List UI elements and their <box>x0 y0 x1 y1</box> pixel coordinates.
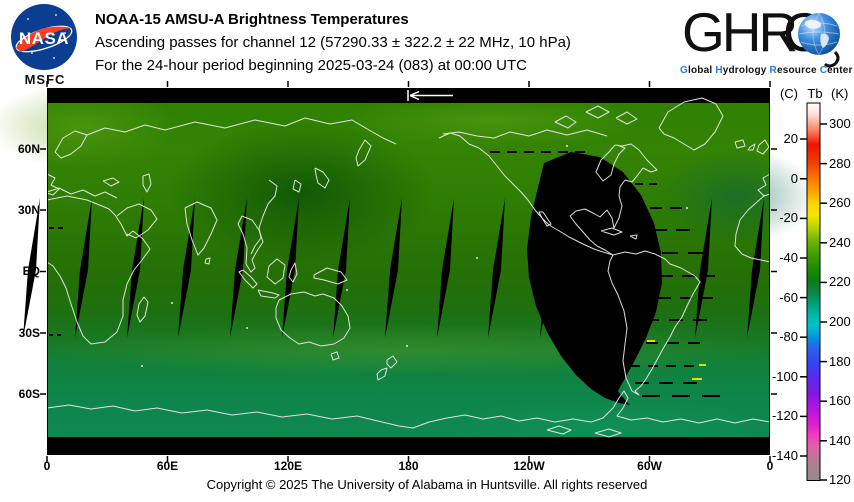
lat-label: 60S <box>18 387 40 401</box>
ghrc-globe-icon <box>798 12 840 68</box>
noise-specks <box>141 145 688 367</box>
colorbar-kelvin-header: (K) <box>831 86 849 101</box>
kelvin-tick-label: 180 <box>829 354 851 369</box>
title-block: NOAA-15 AMSU-A Brightness Temperatures A… <box>95 8 695 77</box>
celsius-tick-label: -40 <box>779 250 798 265</box>
map-frame <box>47 88 770 455</box>
kelvin-tick-label: 240 <box>829 235 851 250</box>
tagline-part: ydrology <box>722 65 770 76</box>
copyright-line: Copyright © 2025 The University of Alaba… <box>206 477 648 492</box>
lon-label: 120W <box>513 459 545 473</box>
start-longitude-arrow-icon <box>407 90 453 101</box>
axis-ticks <box>40 81 777 462</box>
lon-label: 120E <box>273 459 303 473</box>
tagline-part: esource <box>776 65 820 76</box>
tagline-part: G <box>680 65 688 76</box>
missing-swath <box>527 152 662 405</box>
celsius-tick-label: -120 <box>771 408 798 423</box>
kelvin-tick-label: 140 <box>829 433 851 448</box>
page-title: NOAA-15 AMSU-A Brightness Temperatures <box>95 11 409 28</box>
lat-label: 30S <box>18 326 40 340</box>
kelvin-tick-label: 200 <box>829 314 851 329</box>
lon-label: 60W <box>637 459 662 473</box>
lon-label: 0 <box>766 459 774 473</box>
temperature-field <box>0 84 817 452</box>
lon-label: 180 <box>398 459 419 473</box>
kelvin-tick-label: 220 <box>829 274 851 289</box>
tagline-part: R <box>769 65 777 76</box>
map-plot <box>0 81 817 462</box>
colorbar-celsius-header: (C) <box>779 86 798 101</box>
south-polar-gap <box>47 437 770 455</box>
kelvin-tick-label: 120 <box>829 472 851 487</box>
colorbar-ticks <box>800 123 827 481</box>
ghrc-tagline: Global Hydrology Resource Center <box>680 65 854 76</box>
colorbar-gradient <box>806 102 821 481</box>
dropout-dashes <box>49 151 720 397</box>
celsius-tick-label: 20 <box>783 131 798 146</box>
colorbar-tb-header: Tb <box>807 86 823 101</box>
coastlines <box>46 97 771 438</box>
nasa-meatball-icon: NASA <box>11 4 77 70</box>
colorbar <box>800 102 827 481</box>
celsius-tick-label: -80 <box>779 329 798 344</box>
lon-label: 0 <box>43 459 51 473</box>
tagline-part: enter <box>827 65 853 76</box>
msfc-label: MSFC <box>24 72 66 87</box>
nasa-logo-text: NASA <box>19 29 69 48</box>
celsius-tick-label: -60 <box>779 290 798 305</box>
lat-label: EQ <box>22 264 40 278</box>
brightness-temperature-map <box>0 81 817 462</box>
nasa-logo: NASA <box>10 3 80 76</box>
page-subtitle: Ascending passes for channel 12 (57290.3… <box>95 34 571 51</box>
kelvin-tick-label: 160 <box>829 393 851 408</box>
celsius-tick-label: -100 <box>771 369 798 384</box>
ghrc-letters: GHR <box>682 1 798 63</box>
period-line: For the 24-hour period beginning 2025-03… <box>95 57 527 74</box>
lat-label: 60N <box>17 142 40 156</box>
celsius-tick-label: 0 <box>790 171 798 186</box>
kelvin-tick-label: 300 <box>829 116 851 131</box>
ghrc-logo: GHR C Global Hydrology Resource Center <box>680 1 854 81</box>
kelvin-tick-label: 280 <box>829 156 851 171</box>
yellow-dropout-dashes <box>647 340 706 380</box>
celsius-tick-label: -140 <box>771 448 798 463</box>
tagline-part: lobal <box>687 65 716 76</box>
kelvin-tick-label: 260 <box>829 195 851 210</box>
lon-label: 60E <box>156 459 179 473</box>
lat-label: 30N <box>17 203 40 217</box>
celsius-tick-label: -20 <box>779 210 798 225</box>
tagline-part: C <box>819 65 828 76</box>
tagline-part: H <box>715 65 723 76</box>
